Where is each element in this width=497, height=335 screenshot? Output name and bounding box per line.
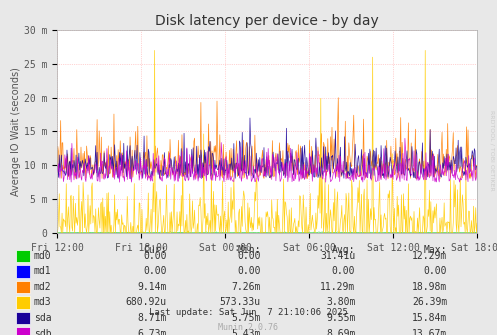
Text: 3.80m: 3.80m bbox=[326, 297, 355, 308]
Text: 13.67m: 13.67m bbox=[412, 329, 447, 335]
Text: sdb: sdb bbox=[34, 329, 51, 335]
Text: 26.39m: 26.39m bbox=[412, 297, 447, 308]
Text: Max:: Max: bbox=[424, 245, 447, 255]
Text: sda: sda bbox=[34, 313, 51, 323]
Text: Cur:: Cur: bbox=[143, 245, 166, 255]
Text: 31.41u: 31.41u bbox=[320, 251, 355, 261]
Text: 5.43m: 5.43m bbox=[232, 329, 261, 335]
Text: 9.55m: 9.55m bbox=[326, 313, 355, 323]
Text: 15.84m: 15.84m bbox=[412, 313, 447, 323]
Text: 11.29m: 11.29m bbox=[320, 282, 355, 292]
Text: 7.26m: 7.26m bbox=[232, 282, 261, 292]
FancyBboxPatch shape bbox=[16, 312, 30, 324]
Text: 0.00: 0.00 bbox=[424, 266, 447, 276]
Text: 680.92u: 680.92u bbox=[125, 297, 166, 308]
Text: md3: md3 bbox=[34, 297, 51, 308]
FancyBboxPatch shape bbox=[16, 250, 30, 262]
Text: 0.00: 0.00 bbox=[143, 251, 166, 261]
Text: md0: md0 bbox=[34, 251, 51, 261]
Text: 8.69m: 8.69m bbox=[326, 329, 355, 335]
Text: 18.98m: 18.98m bbox=[412, 282, 447, 292]
Text: 0.00: 0.00 bbox=[332, 266, 355, 276]
Text: Avg:: Avg: bbox=[332, 245, 355, 255]
Text: md1: md1 bbox=[34, 266, 51, 276]
Text: 5.75m: 5.75m bbox=[232, 313, 261, 323]
Text: Min:: Min: bbox=[238, 245, 261, 255]
Text: Munin 2.0.76: Munin 2.0.76 bbox=[219, 323, 278, 332]
Text: md2: md2 bbox=[34, 282, 51, 292]
Text: 8.71m: 8.71m bbox=[137, 313, 166, 323]
FancyBboxPatch shape bbox=[16, 327, 30, 335]
Text: 0.00: 0.00 bbox=[143, 266, 166, 276]
Text: 9.14m: 9.14m bbox=[137, 282, 166, 292]
Text: RRDTOOL / TOBI OETIKER: RRDTOOL / TOBI OETIKER bbox=[490, 110, 495, 191]
FancyBboxPatch shape bbox=[16, 265, 30, 278]
FancyBboxPatch shape bbox=[16, 296, 30, 309]
Text: Last update: Sat Jun  7 21:10:06 2025: Last update: Sat Jun 7 21:10:06 2025 bbox=[149, 308, 348, 317]
Text: 0.00: 0.00 bbox=[238, 266, 261, 276]
FancyBboxPatch shape bbox=[16, 281, 30, 293]
Title: Disk latency per device - by day: Disk latency per device - by day bbox=[155, 14, 379, 27]
Text: 0.00: 0.00 bbox=[238, 251, 261, 261]
Y-axis label: Average IO Wait (seconds): Average IO Wait (seconds) bbox=[11, 67, 21, 196]
Text: 573.33u: 573.33u bbox=[220, 297, 261, 308]
Text: 6.73m: 6.73m bbox=[137, 329, 166, 335]
Text: 12.29m: 12.29m bbox=[412, 251, 447, 261]
